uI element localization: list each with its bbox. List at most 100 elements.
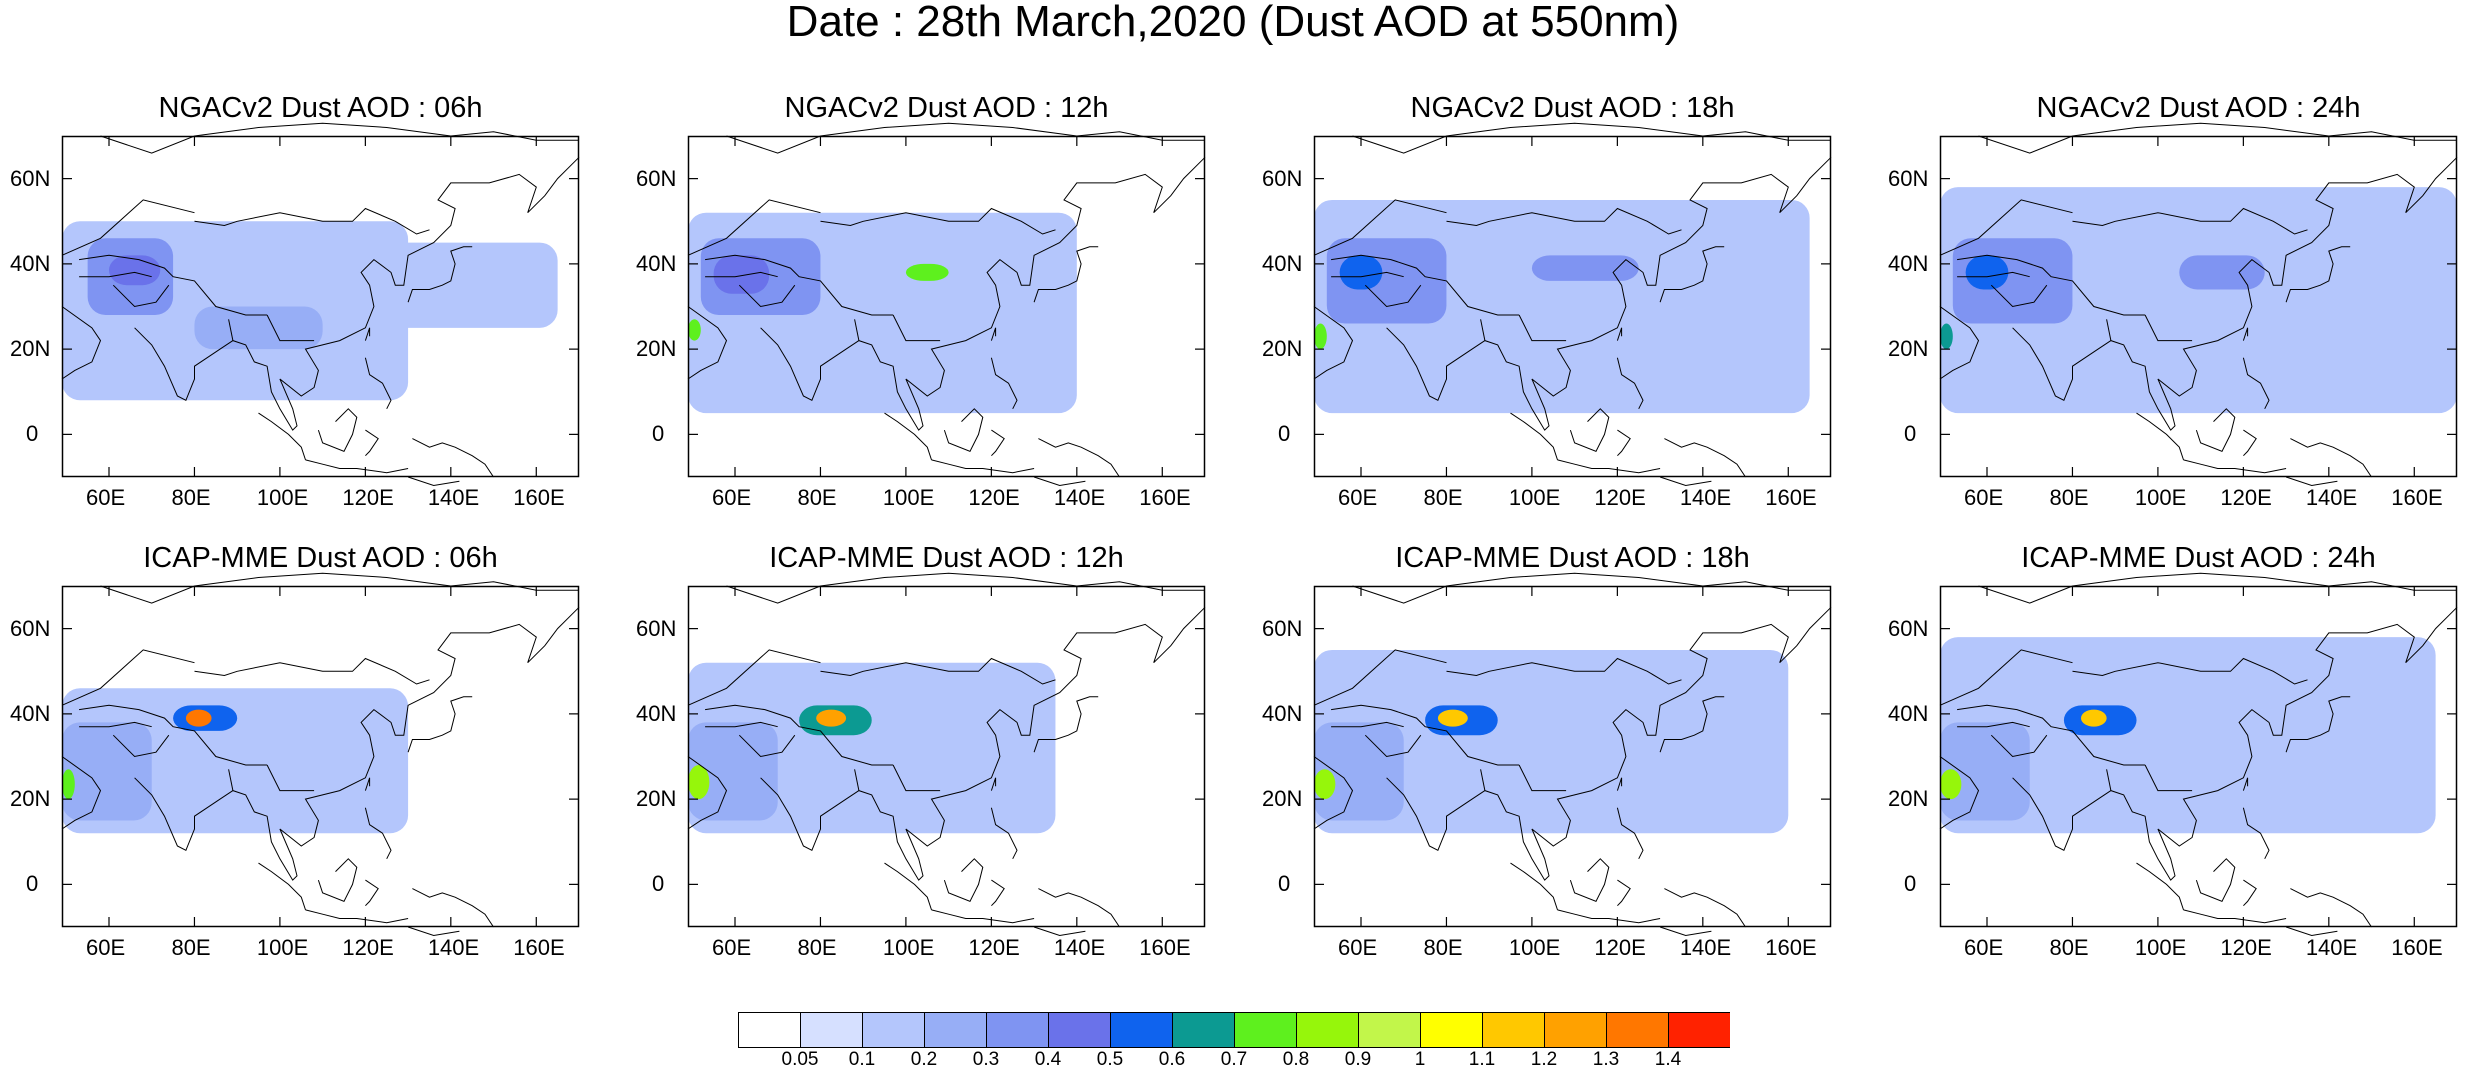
aod-plume <box>688 722 778 821</box>
coastline <box>364 357 392 410</box>
lon-tick-label: 60E <box>1964 485 2004 510</box>
coastline <box>305 459 409 474</box>
coastline <box>820 207 1056 235</box>
coastline <box>1038 438 1120 478</box>
coastline <box>2072 207 2308 235</box>
coastline <box>1033 476 1086 487</box>
lon-tick-label: 120E <box>1594 935 1646 960</box>
colorbar-swatch <box>1048 1012 1111 1048</box>
lon-tick-label: 100E <box>256 485 309 510</box>
colorbar-tick-label: 0.3 <box>972 1049 1000 1070</box>
coastline <box>705 271 778 278</box>
coastline <box>1313 199 1447 256</box>
dust-aod-map <box>687 122 1206 487</box>
lat-tick-label: 20N <box>1262 336 1303 362</box>
lon-tick-label: 100E <box>2134 485 2187 510</box>
coastline <box>134 156 580 431</box>
map-frame <box>1313 135 1832 478</box>
coastline <box>991 429 1005 457</box>
map-frame <box>61 585 580 928</box>
lon-tick-label: 80E <box>171 935 211 960</box>
coastline <box>1957 704 2146 766</box>
coastline <box>1569 408 1610 453</box>
coastline <box>61 306 102 380</box>
coastline <box>1331 721 1404 728</box>
lat-tick-label: 40N <box>10 250 51 276</box>
lon-tick-label: 60E <box>712 485 752 510</box>
coastline <box>1033 696 1099 753</box>
coastline <box>943 858 984 903</box>
coastline <box>820 657 1056 685</box>
lat-tick-label: 0 <box>652 421 665 447</box>
coastline <box>112 734 170 758</box>
coastline <box>258 862 306 911</box>
coastline <box>2012 606 2458 881</box>
lon-tick-label: 160E <box>2391 935 2443 960</box>
coastline <box>1352 122 1831 154</box>
colorbar-tick-label: 0.2 <box>910 1049 938 1070</box>
lon-tick-label: 80E <box>2049 485 2089 510</box>
coastline <box>194 657 430 685</box>
coastline <box>687 306 728 380</box>
coastline <box>194 207 430 235</box>
lon-tick-label: 60E <box>1964 935 2004 960</box>
lon-tick-label: 160E <box>1765 485 1817 510</box>
coastline <box>1386 606 1832 881</box>
dust-aod-map <box>1939 122 2458 487</box>
coastline <box>266 314 315 342</box>
lat-tick-label: 0 <box>1278 421 1291 447</box>
coastline <box>892 314 941 342</box>
panel-title: NGACv2 Dust AOD : 18h <box>1410 92 1735 124</box>
coastline <box>884 862 932 911</box>
coastline <box>1518 314 1567 342</box>
coastline <box>1939 306 1980 380</box>
lon-tick-label: 100E <box>256 935 309 960</box>
lon-tick-label: 60E <box>1338 935 1378 960</box>
coastline <box>412 438 494 478</box>
lon-tick-label: 60E <box>86 935 126 960</box>
map-frame <box>61 135 580 478</box>
coastline <box>1978 122 2457 154</box>
coastline <box>364 327 371 341</box>
coastline <box>943 408 984 453</box>
figure-title: Date : 28th March,2020 (Dust AOD at 550n… <box>786 0 1680 46</box>
coastline <box>364 807 392 860</box>
aod-plume <box>109 255 161 286</box>
lon-tick-label: 140E <box>1053 485 1106 510</box>
coastline <box>990 777 997 791</box>
coastline <box>61 199 195 256</box>
colorbar-swatch <box>862 1012 925 1048</box>
coastline <box>1510 862 1558 911</box>
coastline <box>687 756 728 830</box>
lat-tick-label: 60N <box>1262 615 1303 641</box>
map-frame <box>687 135 1206 478</box>
aod-plume <box>185 709 212 727</box>
colorbar-tick-label: 0.9 <box>1344 1049 1372 1070</box>
coastline <box>1616 807 1644 860</box>
coastline <box>2144 314 2193 342</box>
coastline <box>687 199 821 256</box>
coastline <box>2243 429 2257 457</box>
aod-plume <box>1314 323 1327 350</box>
aod-colorbar <box>738 1012 1730 1048</box>
coastline <box>2195 858 2236 903</box>
lon-tick-label: 160E <box>513 485 565 510</box>
aod-plume <box>1314 769 1336 800</box>
coastline <box>1313 306 1354 380</box>
coastline <box>884 412 932 461</box>
colorbar-tick-label: 1.4 <box>1654 1049 1682 1070</box>
colorbar-swatch <box>986 1012 1049 1048</box>
coastline <box>79 271 152 278</box>
lon-tick-label: 120E <box>2220 485 2272 510</box>
coastline <box>1033 246 1099 303</box>
lat-tick-label: 40N <box>636 700 677 726</box>
coastline <box>931 909 1035 924</box>
lon-tick-label: 60E <box>712 935 752 960</box>
colorbar-swatch <box>1296 1012 1359 1048</box>
lon-tick-label: 140E <box>2305 935 2358 960</box>
coastline <box>1364 734 1422 758</box>
colorbar-swatch <box>1234 1012 1297 1048</box>
coastline <box>2072 657 2308 685</box>
aod-plume <box>1314 649 1789 834</box>
coastline <box>705 254 894 316</box>
